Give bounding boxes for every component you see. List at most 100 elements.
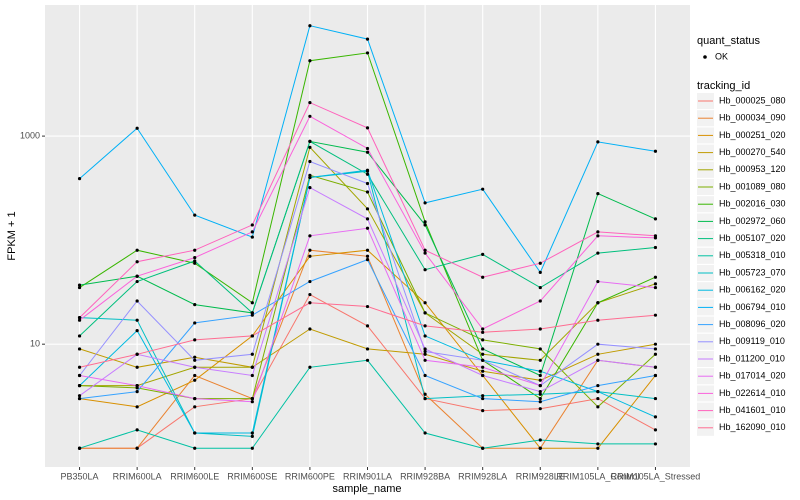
data-point (653, 428, 658, 432)
data-point (365, 126, 370, 130)
data-point (653, 365, 658, 369)
legend-status-dot (703, 55, 707, 59)
data-point (653, 313, 658, 317)
y-tick-label: 10 (30, 339, 40, 349)
legend-title: tracking_id (697, 80, 750, 92)
data-point (481, 408, 485, 413)
data-point (135, 352, 139, 356)
legend-label: Hb_000270_540 (719, 147, 786, 157)
data-point (77, 446, 82, 450)
data-point (308, 234, 312, 238)
data-point (308, 24, 312, 28)
x-tick-label: RRIM600PE (285, 471, 335, 481)
legend-label: Hb_017014_020 (719, 371, 786, 381)
data-point (423, 392, 427, 396)
data-point (77, 373, 82, 378)
data-point (423, 396, 427, 401)
data-point (481, 252, 485, 256)
data-point (596, 405, 600, 409)
data-point (423, 268, 427, 272)
data-point (193, 248, 197, 252)
data-point (653, 282, 658, 286)
data-point (308, 173, 312, 177)
data-point (365, 248, 370, 252)
data-point (308, 159, 312, 164)
data-point (135, 405, 139, 409)
data-point (135, 386, 139, 390)
data-point (596, 279, 600, 284)
data-point (135, 365, 139, 369)
data-point (481, 373, 485, 378)
data-point (538, 373, 542, 378)
x-tick-label: PB350LA (61, 471, 99, 481)
data-point (538, 383, 542, 388)
data-point (135, 390, 139, 394)
data-point (250, 396, 254, 401)
x-tick-label: RRIM600LA (113, 471, 162, 481)
data-point (481, 394, 485, 398)
legend-label: Hb_000034_090 (719, 113, 786, 123)
data-point (653, 342, 658, 346)
data-point (538, 446, 542, 450)
data-point (308, 100, 312, 105)
data-point (77, 318, 82, 322)
legend-label: Hb_009119_010 (719, 336, 785, 346)
data-point (193, 355, 197, 359)
data-point (481, 365, 485, 369)
data-point (653, 285, 658, 290)
data-point (423, 373, 427, 378)
x-tick-label: RRIM928LE (516, 471, 565, 481)
legend-label: Hb_162090_010 (719, 422, 786, 432)
data-point (538, 392, 542, 396)
data-point (250, 313, 254, 317)
legend-label: Hb_002972_060 (719, 216, 786, 226)
legend-label: Hb_000953_120 (719, 164, 786, 174)
data-point (653, 373, 658, 378)
data-point (596, 352, 600, 356)
data-point (538, 347, 542, 351)
legend-label: Hb_005723_070 (719, 267, 786, 277)
data-point (481, 338, 485, 342)
data-point (596, 442, 600, 446)
data-point (653, 245, 658, 250)
data-point (250, 223, 254, 227)
data-point (481, 347, 485, 351)
x-axis-title: sample_name (332, 483, 401, 495)
data-point (596, 358, 600, 362)
legend-status-title: quant_status (697, 35, 760, 47)
data-point (653, 352, 658, 356)
legend-label: Hb_022614_010 (719, 388, 786, 398)
x-tick-label: RRIM928BA (400, 471, 450, 481)
x-tick-label: RRIM105LA_Stressed (611, 471, 701, 481)
data-point (193, 365, 197, 369)
data-point (365, 217, 370, 221)
data-point (135, 248, 139, 252)
data-point (538, 261, 542, 265)
legend-label: Hb_011200_010 (719, 353, 785, 363)
data-point (365, 358, 370, 362)
data-point (653, 347, 658, 351)
legend-label: Hb_006794_010 (719, 302, 786, 312)
legend-status-label: OK (715, 51, 728, 61)
data-point (193, 431, 197, 435)
data-point (308, 254, 312, 258)
legend-label: Hb_008096_020 (719, 319, 786, 329)
data-point (423, 324, 427, 328)
data-point (308, 365, 312, 369)
x-tick-label: RRIM928LA (458, 471, 507, 481)
data-point (538, 327, 542, 331)
data-point (365, 347, 370, 351)
data-point (538, 358, 542, 362)
legend-label: Hb_001089_080 (719, 181, 786, 191)
data-point (135, 279, 139, 284)
data-point (538, 396, 542, 401)
data-point (193, 446, 197, 450)
legend-label: Hb_041601_010 (719, 405, 786, 415)
data-point (135, 318, 139, 322)
data-point (77, 334, 82, 338)
data-point (77, 347, 82, 351)
data-point (193, 396, 197, 401)
y-tick-label: 1000 (20, 130, 40, 140)
data-point (193, 358, 197, 362)
